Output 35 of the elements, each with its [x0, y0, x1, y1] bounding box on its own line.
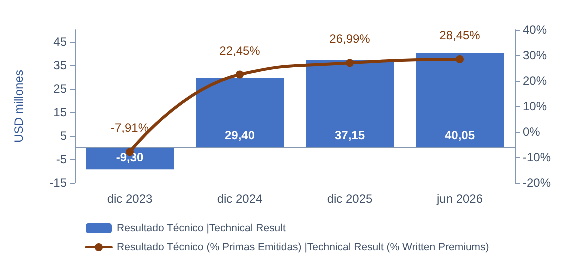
y-tick-label: 45 — [54, 34, 68, 49]
data-label: -9,30 — [116, 150, 144, 165]
y-tick-label: 35 — [54, 58, 68, 72]
y-tick-label: 5 — [60, 128, 68, 143]
y2-tick-label: -10% — [523, 150, 552, 164]
y2-tick-label: 40% — [523, 23, 548, 37]
data-label: 28,45% — [440, 28, 481, 42]
data-label: 26,99% — [330, 32, 371, 46]
legend-label: Resultado Técnico |Technical Result — [117, 222, 286, 234]
legend-label: Resultado Técnico (% Primas Emitidas) |Technical Result (% Written Premiums) — [117, 242, 490, 254]
bar — [416, 53, 504, 148]
y2-tick-label: -20% — [523, 176, 552, 190]
bar — [196, 78, 284, 148]
data-label: 29,40 — [224, 128, 256, 143]
bar — [306, 60, 394, 148]
y-axis-title: USD millones — [12, 70, 26, 143]
y2-tick-label: 20% — [523, 74, 548, 88]
y-tick-label: -15 — [50, 176, 68, 190]
y2-tick-label: 0% — [523, 125, 541, 139]
y-tick-label: 25 — [54, 82, 68, 96]
data-label: 22,45% — [220, 44, 261, 58]
point — [346, 59, 354, 68]
point — [236, 70, 244, 79]
x-tick-label: dic 2023 — [107, 192, 154, 206]
data-label: 37,15 — [334, 128, 366, 143]
data-label: -7,91% — [110, 121, 150, 136]
y-tick-label: 15 — [54, 105, 68, 120]
data-label: 40,05 — [444, 128, 476, 143]
x-tick-label: dic 2025 — [327, 192, 374, 206]
y2-tick-label: 10% — [523, 100, 548, 114]
y-tick-label: -5 — [56, 152, 68, 166]
point — [456, 55, 464, 64]
x-tick-label: jun 2026 — [436, 192, 484, 206]
x-tick-label: dic 2024 — [217, 192, 264, 206]
y2-tick-label: 30% — [523, 48, 548, 62]
